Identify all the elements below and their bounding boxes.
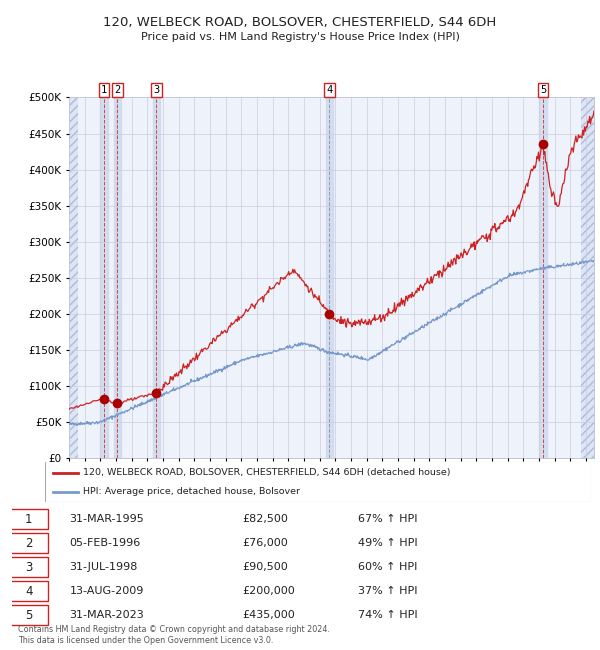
- FancyBboxPatch shape: [9, 557, 48, 577]
- Text: 37% ↑ HPI: 37% ↑ HPI: [358, 586, 417, 596]
- Text: 1: 1: [101, 84, 107, 95]
- Text: Price paid vs. HM Land Registry's House Price Index (HPI): Price paid vs. HM Land Registry's House …: [140, 32, 460, 42]
- Bar: [100, 98, 108, 458]
- Text: 31-JUL-1998: 31-JUL-1998: [70, 562, 138, 572]
- FancyBboxPatch shape: [9, 509, 48, 529]
- Text: 120, WELBECK ROAD, BOLSOVER, CHESTERFIELD, S44 6DH (detached house): 120, WELBECK ROAD, BOLSOVER, CHESTERFIEL…: [83, 468, 451, 477]
- Text: 74% ↑ HPI: 74% ↑ HPI: [358, 610, 417, 620]
- Text: Contains HM Land Registry data © Crown copyright and database right 2024.
This d: Contains HM Land Registry data © Crown c…: [18, 625, 330, 645]
- Text: HPI: Average price, detached house, Bolsover: HPI: Average price, detached house, Bols…: [83, 488, 300, 496]
- Text: 60% ↑ HPI: 60% ↑ HPI: [358, 562, 417, 572]
- Text: £76,000: £76,000: [242, 538, 288, 548]
- Text: 2: 2: [115, 84, 121, 95]
- Text: 120, WELBECK ROAD, BOLSOVER, CHESTERFIELD, S44 6DH: 120, WELBECK ROAD, BOLSOVER, CHESTERFIEL…: [103, 16, 497, 29]
- Text: 31-MAR-2023: 31-MAR-2023: [70, 610, 145, 620]
- Bar: [152, 98, 160, 458]
- Text: 05-FEB-1996: 05-FEB-1996: [70, 538, 141, 548]
- Text: 13-AUG-2009: 13-AUG-2009: [70, 586, 144, 596]
- Text: 49% ↑ HPI: 49% ↑ HPI: [358, 538, 417, 548]
- Bar: [539, 98, 547, 458]
- FancyBboxPatch shape: [45, 462, 591, 502]
- Text: 4: 4: [25, 585, 32, 598]
- FancyBboxPatch shape: [9, 605, 48, 625]
- Text: 2: 2: [25, 537, 32, 550]
- Text: £200,000: £200,000: [242, 586, 295, 596]
- Bar: [69, 98, 79, 458]
- FancyBboxPatch shape: [9, 581, 48, 601]
- Text: £82,500: £82,500: [242, 514, 288, 524]
- Text: £435,000: £435,000: [242, 610, 295, 620]
- Text: 3: 3: [25, 560, 32, 574]
- Text: 5: 5: [540, 84, 546, 95]
- Text: 1: 1: [25, 512, 32, 525]
- Text: 67% ↑ HPI: 67% ↑ HPI: [358, 514, 417, 524]
- Text: 31-MAR-1995: 31-MAR-1995: [70, 514, 145, 524]
- Bar: [581, 98, 597, 458]
- Bar: [113, 98, 121, 458]
- Text: 4: 4: [326, 84, 332, 95]
- Text: £90,500: £90,500: [242, 562, 288, 572]
- FancyBboxPatch shape: [9, 533, 48, 553]
- Text: 5: 5: [25, 608, 32, 621]
- Bar: [326, 98, 334, 458]
- Text: 3: 3: [154, 84, 160, 95]
